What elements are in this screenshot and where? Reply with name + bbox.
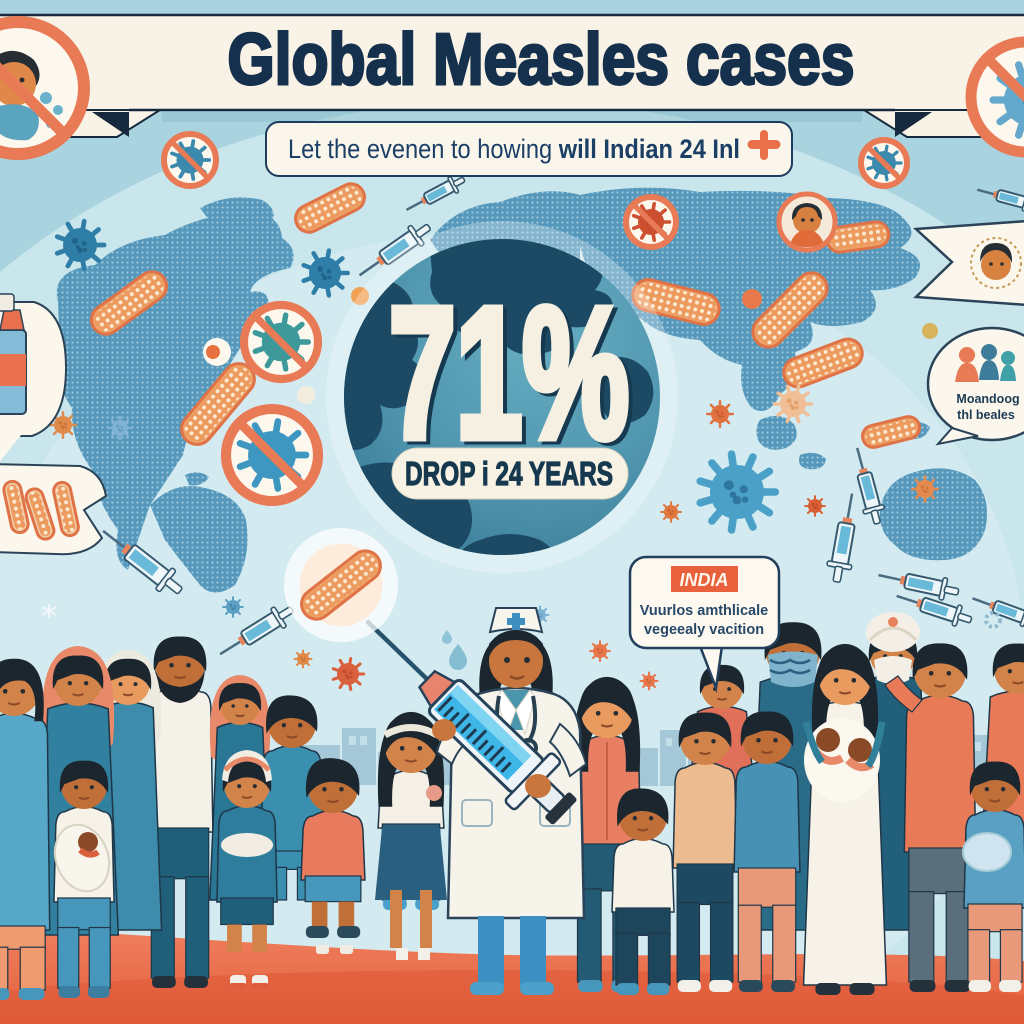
svg-text:71%: 71% <box>389 270 629 477</box>
svg-text:Moandoog: Moandoog <box>956 392 1019 406</box>
svg-text:DROP i 24 YEARS: DROP i 24 YEARS <box>405 455 613 492</box>
svg-text:thl beales: thl beales <box>957 408 1015 422</box>
svg-text:Vuurlos amthlicale: Vuurlos amthlicale <box>640 603 768 619</box>
svg-text:Let the evenen to howing will: Let the evenen to howing will Indian 24 … <box>288 134 740 164</box>
svg-text:vegeealy vacition: vegeealy vacition <box>644 622 764 638</box>
svg-text:Global Measles cases: Global Measles cases <box>228 20 855 100</box>
svg-text:INDIA: INDIA <box>680 570 729 590</box>
